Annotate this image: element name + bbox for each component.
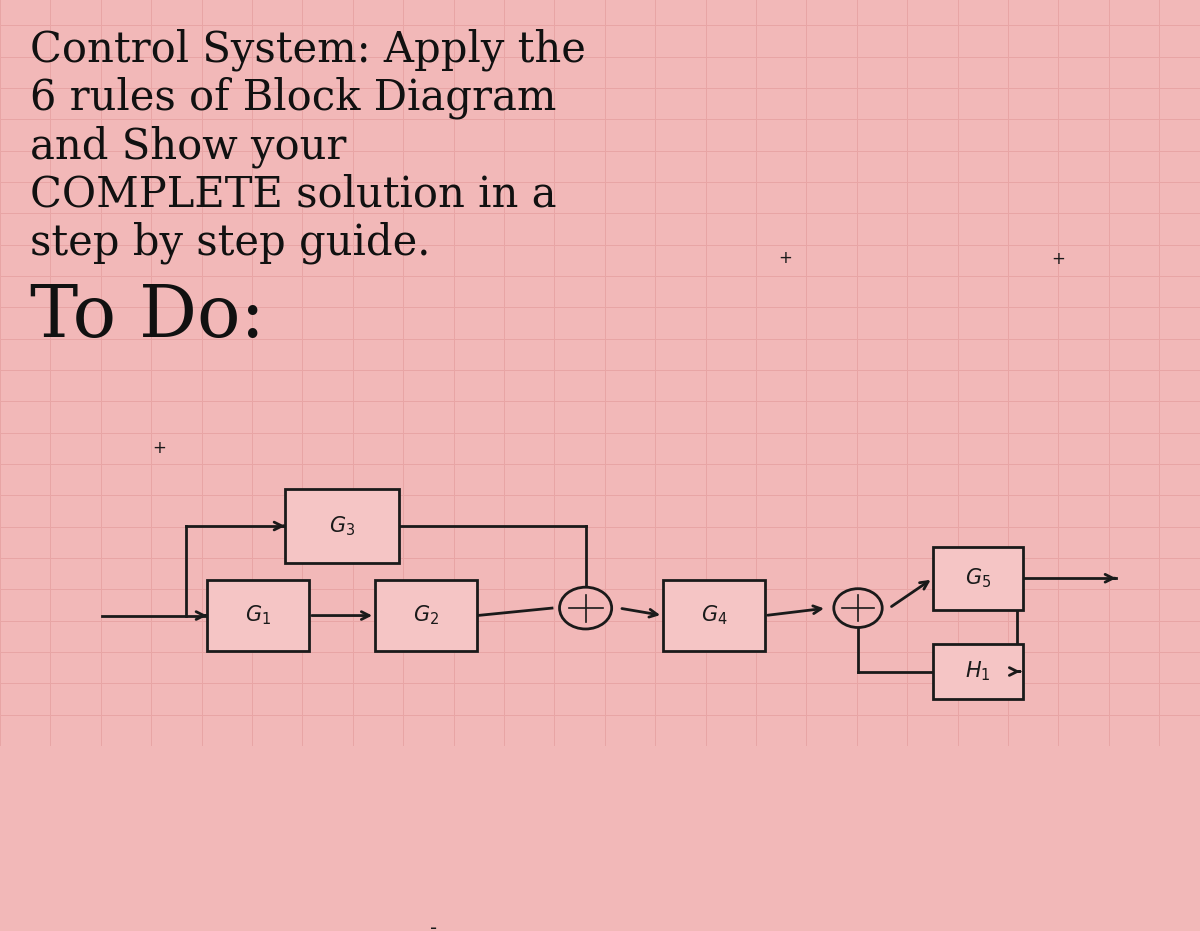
Text: +: + bbox=[1051, 250, 1064, 268]
Text: $G_5$: $G_5$ bbox=[965, 566, 991, 590]
FancyBboxPatch shape bbox=[284, 489, 398, 563]
FancyBboxPatch shape bbox=[934, 643, 1022, 699]
Text: To Do:: To Do: bbox=[30, 281, 265, 352]
Text: step by step guide.: step by step guide. bbox=[30, 222, 431, 263]
FancyBboxPatch shape bbox=[208, 580, 310, 651]
Text: $G_2$: $G_2$ bbox=[413, 603, 439, 627]
FancyBboxPatch shape bbox=[662, 580, 766, 651]
Circle shape bbox=[559, 587, 612, 629]
Text: +: + bbox=[152, 439, 167, 457]
Text: $G_4$: $G_4$ bbox=[701, 603, 727, 627]
Text: $H_1$: $H_1$ bbox=[965, 660, 991, 683]
Text: +: + bbox=[779, 249, 792, 266]
FancyBboxPatch shape bbox=[934, 546, 1022, 610]
Text: -: - bbox=[431, 919, 437, 931]
FancyBboxPatch shape bbox=[374, 580, 476, 651]
Text: 6 rules of Block Diagram: 6 rules of Block Diagram bbox=[30, 77, 557, 119]
Text: $G_3$: $G_3$ bbox=[329, 514, 355, 538]
Text: $G_1$: $G_1$ bbox=[245, 603, 271, 627]
Text: COMPLETE solution in a: COMPLETE solution in a bbox=[30, 173, 557, 215]
Circle shape bbox=[834, 588, 882, 627]
Text: Control System: Apply the: Control System: Apply the bbox=[30, 29, 586, 72]
Text: and Show your: and Show your bbox=[30, 125, 347, 168]
